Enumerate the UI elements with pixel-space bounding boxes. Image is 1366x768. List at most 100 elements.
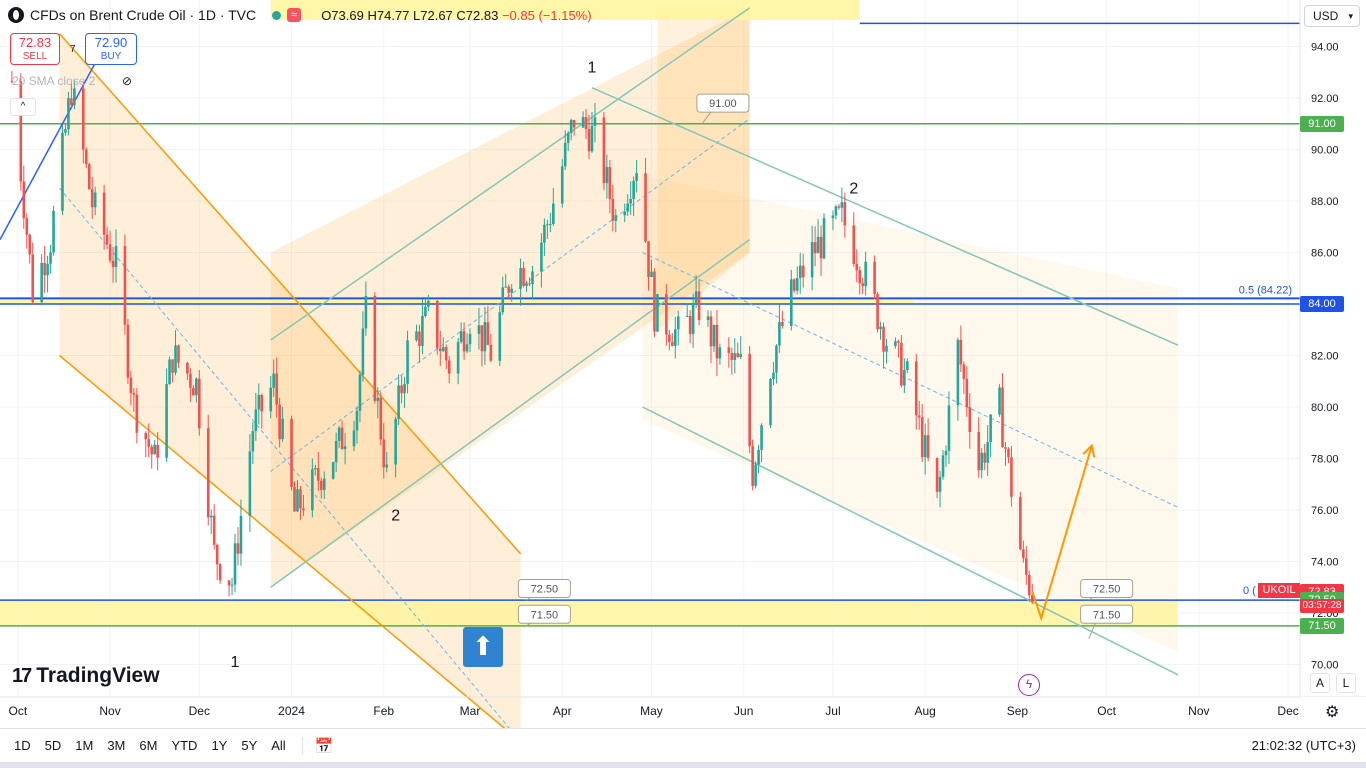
candle-body — [189, 373, 192, 388]
candle-body — [914, 361, 918, 416]
candle-body — [795, 278, 799, 291]
symbol-logo-icon — [8, 7, 24, 23]
candle-body — [111, 260, 115, 268]
indicator-legend[interactable]: 20 SMA close 2 — [12, 74, 96, 88]
wave-icon[interactable]: ≈ — [287, 8, 302, 22]
chart-header: CFDs on Brent Crude Oil · 1D · TVC ≈ O73… — [0, 4, 592, 26]
market-open-icon — [272, 10, 282, 20]
candle-body — [456, 341, 460, 374]
timeframe-button[interactable]: 1M — [75, 738, 94, 753]
price-tick: 74.00 — [1311, 557, 1339, 569]
arrow-up-icon: ⬆ — [463, 627, 503, 667]
collapse-legend-button[interactable]: ^ — [10, 98, 36, 116]
tradingview-logo[interactable]: 17 TradingView — [12, 664, 160, 688]
candle-body — [1025, 558, 1028, 575]
timeframe-button[interactable]: 1Y — [211, 738, 228, 753]
candle-body — [632, 180, 635, 200]
candle-body — [10, 80, 14, 82]
candle-body — [209, 515, 213, 518]
candle-body — [334, 440, 338, 463]
candle-body — [340, 427, 344, 449]
projection-arrowhead — [1082, 443, 1096, 458]
timeframe-button[interactable]: 6M — [139, 738, 158, 753]
log-scale-button[interactable]: L — [1336, 673, 1356, 693]
price-tick: 78.00 — [1311, 454, 1339, 466]
candle-body — [861, 283, 865, 287]
candle-body — [546, 224, 549, 226]
candle-body — [754, 464, 757, 486]
price-axis: 70.0072.0074.0076.0078.0080.0082.0084.00… — [1299, 0, 1339, 697]
symbol-title[interactable]: CFDs on Brent Crude Oil · 1D · TVC — [30, 7, 257, 23]
desc-channel-mid — [59, 187, 521, 743]
timeframe-button[interactable]: 5D — [44, 738, 62, 753]
candle-body — [900, 342, 903, 386]
candle-body — [998, 387, 1001, 415]
resistance-zone — [0, 298, 914, 304]
callout-box — [517, 579, 571, 599]
candle-body — [230, 584, 234, 586]
candle-body — [885, 345, 888, 352]
clock-readout[interactable]: 21:02:32 (UTC+3) — [1251, 738, 1356, 753]
gear-icon[interactable]: ⚙ — [1325, 704, 1340, 721]
timeframe-button[interactable]: 1D — [14, 738, 31, 753]
sell-price: 72.83 — [18, 35, 52, 50]
candle-body — [653, 271, 656, 332]
timeframe-button[interactable]: 3M — [107, 738, 126, 753]
candle-body — [129, 377, 133, 393]
calendar-icon[interactable]: 📅 — [314, 737, 334, 755]
candle-body — [236, 543, 240, 554]
candle-body — [837, 206, 841, 208]
candle-body — [135, 394, 139, 433]
candle-body — [215, 544, 219, 565]
candle-body — [67, 98, 70, 130]
sell-button[interactable]: 72.83 SELL — [10, 33, 60, 65]
symbol-tag: UKOIL — [1258, 583, 1300, 598]
currency-label: USD — [1313, 9, 1339, 23]
buy-button[interactable]: 72.90 BUY — [85, 33, 137, 65]
candle-body — [132, 392, 136, 395]
asc-channel-lower — [270, 239, 751, 588]
lightning-icon[interactable]: ϟ — [1018, 674, 1040, 696]
candle-body — [813, 242, 817, 254]
candle-body — [248, 451, 252, 516]
candle-body — [373, 295, 377, 401]
price-tick: 82.00 — [1311, 351, 1339, 363]
candle-body — [730, 352, 734, 360]
candle-body — [239, 515, 243, 554]
timeframe-button[interactable]: YTD — [171, 738, 198, 753]
candle-body — [156, 444, 159, 458]
candle-body — [427, 300, 430, 307]
candle-body — [25, 218, 29, 235]
candle-body — [917, 415, 921, 418]
candle-body — [989, 414, 992, 443]
candle-body — [126, 324, 130, 378]
candle-body — [608, 166, 612, 200]
eye-hidden-icon[interactable]: ⊘ — [122, 74, 133, 88]
auto-scale-button[interactable]: A — [1310, 673, 1330, 693]
buy-label: BUY — [100, 51, 122, 62]
candle-body — [781, 321, 784, 327]
candle-body — [444, 347, 448, 361]
callout-text: 71.50 — [531, 609, 559, 621]
candle-body — [1030, 595, 1034, 602]
buy-price: 72.90 — [94, 35, 128, 50]
currency-select[interactable]: USD ▾ — [1304, 5, 1360, 27]
time-axis: Oct Nov Dec 2024 Feb Mar Apr May Jun Jul Aug Sep Oct… — [0, 696, 1366, 728]
wave-label: 1 — [588, 59, 597, 76]
support-zone — [0, 600, 1179, 626]
candle-body — [775, 345, 778, 373]
candle-body — [569, 119, 573, 134]
candle-body — [251, 431, 255, 452]
candle-body — [322, 478, 326, 490]
candle-body — [715, 324, 719, 359]
candle-body — [858, 270, 862, 284]
candle-body — [590, 125, 594, 152]
time-tick: Feb — [373, 704, 394, 718]
candle-body — [358, 374, 362, 411]
candle-body — [718, 347, 722, 359]
timeframe-button[interactable]: 5Y — [241, 738, 258, 753]
timeframe-button[interactable]: All — [271, 738, 286, 753]
candle-body — [584, 117, 588, 130]
candle-body — [920, 417, 924, 458]
